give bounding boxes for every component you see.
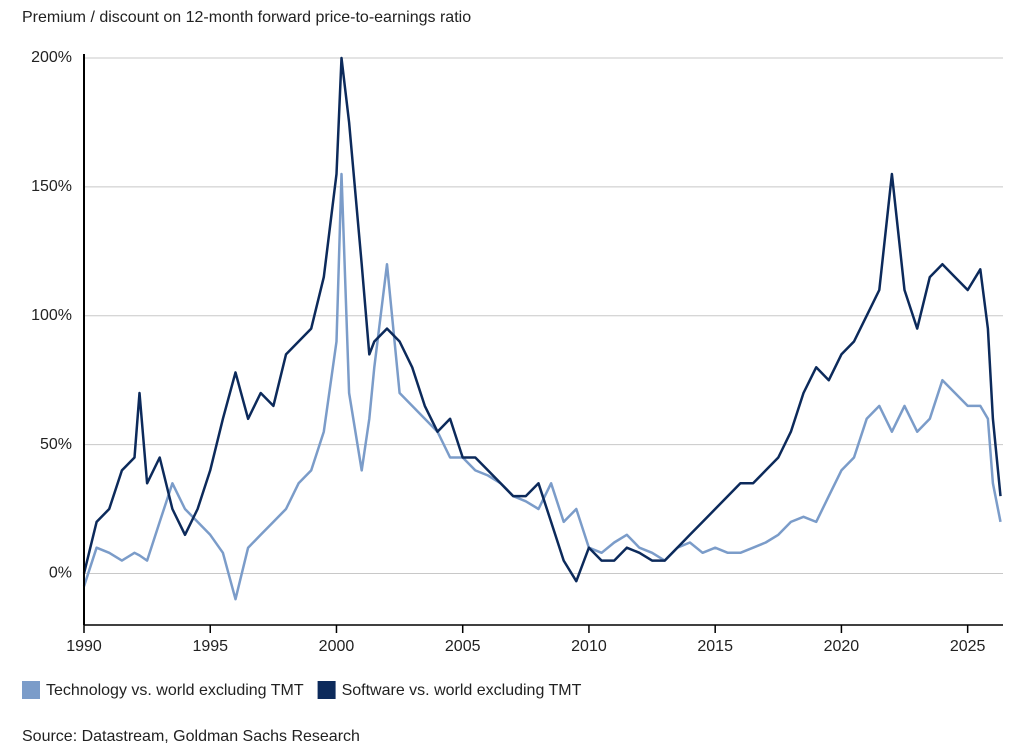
y-tick-label: 50% [40, 436, 72, 453]
legend-label: Technology vs. world excluding TMT [46, 682, 304, 699]
x-tick-label: 2010 [571, 638, 607, 655]
legend-swatch [317, 681, 336, 699]
y-tick-label: 0% [49, 565, 72, 582]
x-tick-label: 2000 [319, 638, 355, 655]
legend-swatch [22, 681, 40, 699]
y-tick-label: 100% [31, 307, 72, 324]
x-tick-label: 1990 [66, 638, 102, 655]
x-tick-label: 2015 [697, 638, 733, 655]
series-line [82, 172, 1002, 601]
x-tick-label: 2020 [824, 638, 860, 655]
x-tick-label: 2005 [445, 638, 481, 655]
series-line [82, 56, 1002, 583]
y-tick-label: 150% [31, 178, 72, 195]
legend-label: Software vs. world excluding TMT [342, 682, 582, 699]
chart-title: Premium / discount on 12-month forward p… [22, 9, 471, 26]
x-tick-label: 2025 [950, 638, 986, 655]
x-tick-label: 1995 [192, 638, 228, 655]
y-tick-label: 200% [31, 49, 72, 66]
source-note: Source: Datastream, Goldman Sachs Resear… [22, 728, 360, 745]
